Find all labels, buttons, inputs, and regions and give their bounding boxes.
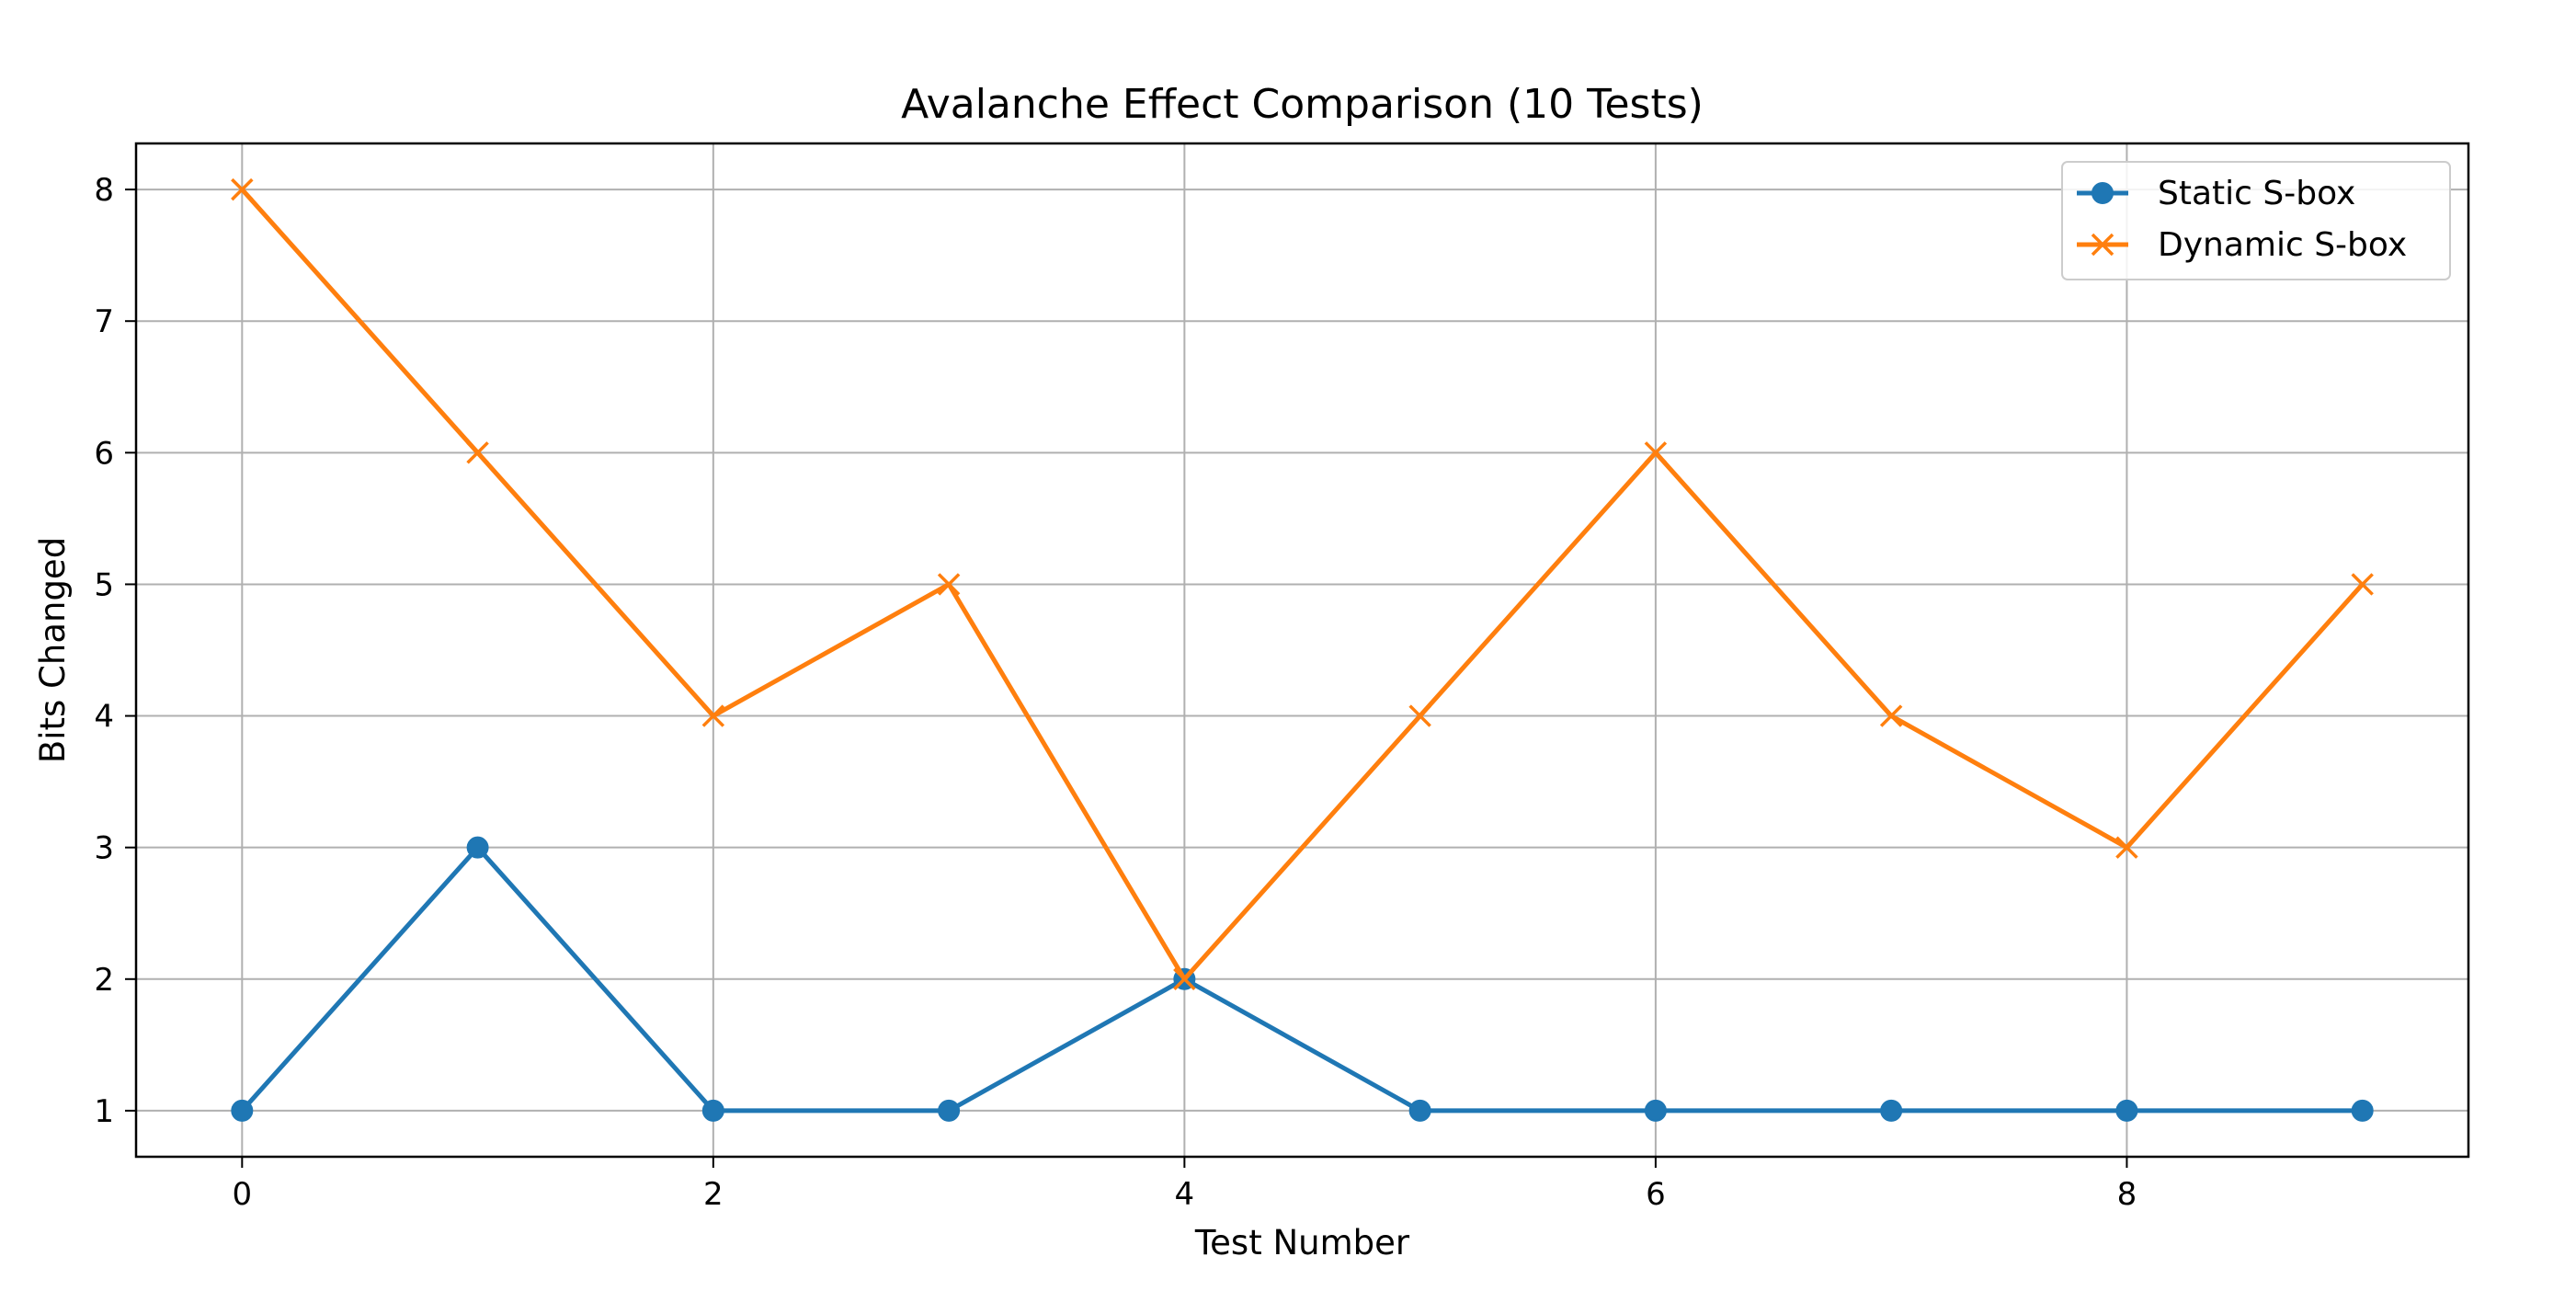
data-point [2115, 836, 2138, 859]
y-tick-label: 5 [94, 566, 114, 603]
plot-frame [134, 142, 2470, 1159]
y-tick-label: 2 [94, 962, 114, 999]
legend-label: Static S-box [2158, 175, 2355, 212]
series-line [240, 188, 2365, 982]
data-point [231, 1099, 254, 1122]
data-point [701, 1099, 724, 1122]
y-tick-label: 8 [94, 172, 114, 209]
data-point [1644, 1099, 1667, 1122]
data-point [937, 573, 961, 596]
x-tick-label: 0 [232, 1176, 252, 1213]
data-point [2351, 573, 2374, 596]
data-point [938, 1099, 961, 1122]
data-point [701, 704, 725, 727]
data-point [2351, 1099, 2374, 1122]
y-axis-title: Bits Changed [33, 537, 73, 763]
legend-item: Static S-box [2077, 175, 2355, 212]
data-point [1408, 1099, 1431, 1122]
data-point [1408, 704, 1431, 727]
y-tick-label: 7 [94, 303, 114, 340]
x-tick-label: 2 [703, 1176, 724, 1213]
data-point [2115, 1099, 2138, 1122]
x-tick-label: 8 [2117, 1176, 2137, 1213]
data-point [466, 441, 489, 464]
legend-label: Dynamic S-box [2158, 226, 2407, 264]
series-1 [231, 177, 2374, 991]
grid [136, 143, 2468, 1157]
legend-marker [2092, 182, 2114, 204]
data-point [1173, 967, 1196, 991]
y-tick-label: 1 [94, 1093, 114, 1130]
axis-ticks: 0 2 4 6 8 1 2 3 4 5 6 7 8 [94, 172, 2137, 1213]
data-point [231, 177, 254, 201]
data-point [1644, 441, 1668, 464]
y-tick-label: 4 [94, 699, 114, 736]
y-tick-label: 3 [94, 830, 114, 867]
legend-item: Dynamic S-box [2077, 226, 2407, 264]
x-tick-label: 4 [1175, 1176, 1195, 1213]
legend-box [2061, 161, 2451, 280]
chart-title: Avalanche Effect Comparison (10 Tests) [901, 81, 1704, 128]
legend-marker [2091, 233, 2114, 257]
series-0 [231, 836, 2374, 1122]
data-point [1879, 704, 1903, 727]
series-layer [231, 177, 2374, 1122]
data-point [1880, 1099, 1903, 1122]
x-axis-title: Test Number [1194, 1223, 1410, 1262]
data-point [466, 836, 489, 859]
y-tick-label: 6 [94, 435, 114, 472]
legend: Static S-box Dynamic S-box [2061, 161, 2451, 280]
series-line [240, 845, 2363, 1114]
x-tick-label: 6 [1646, 1176, 1666, 1213]
